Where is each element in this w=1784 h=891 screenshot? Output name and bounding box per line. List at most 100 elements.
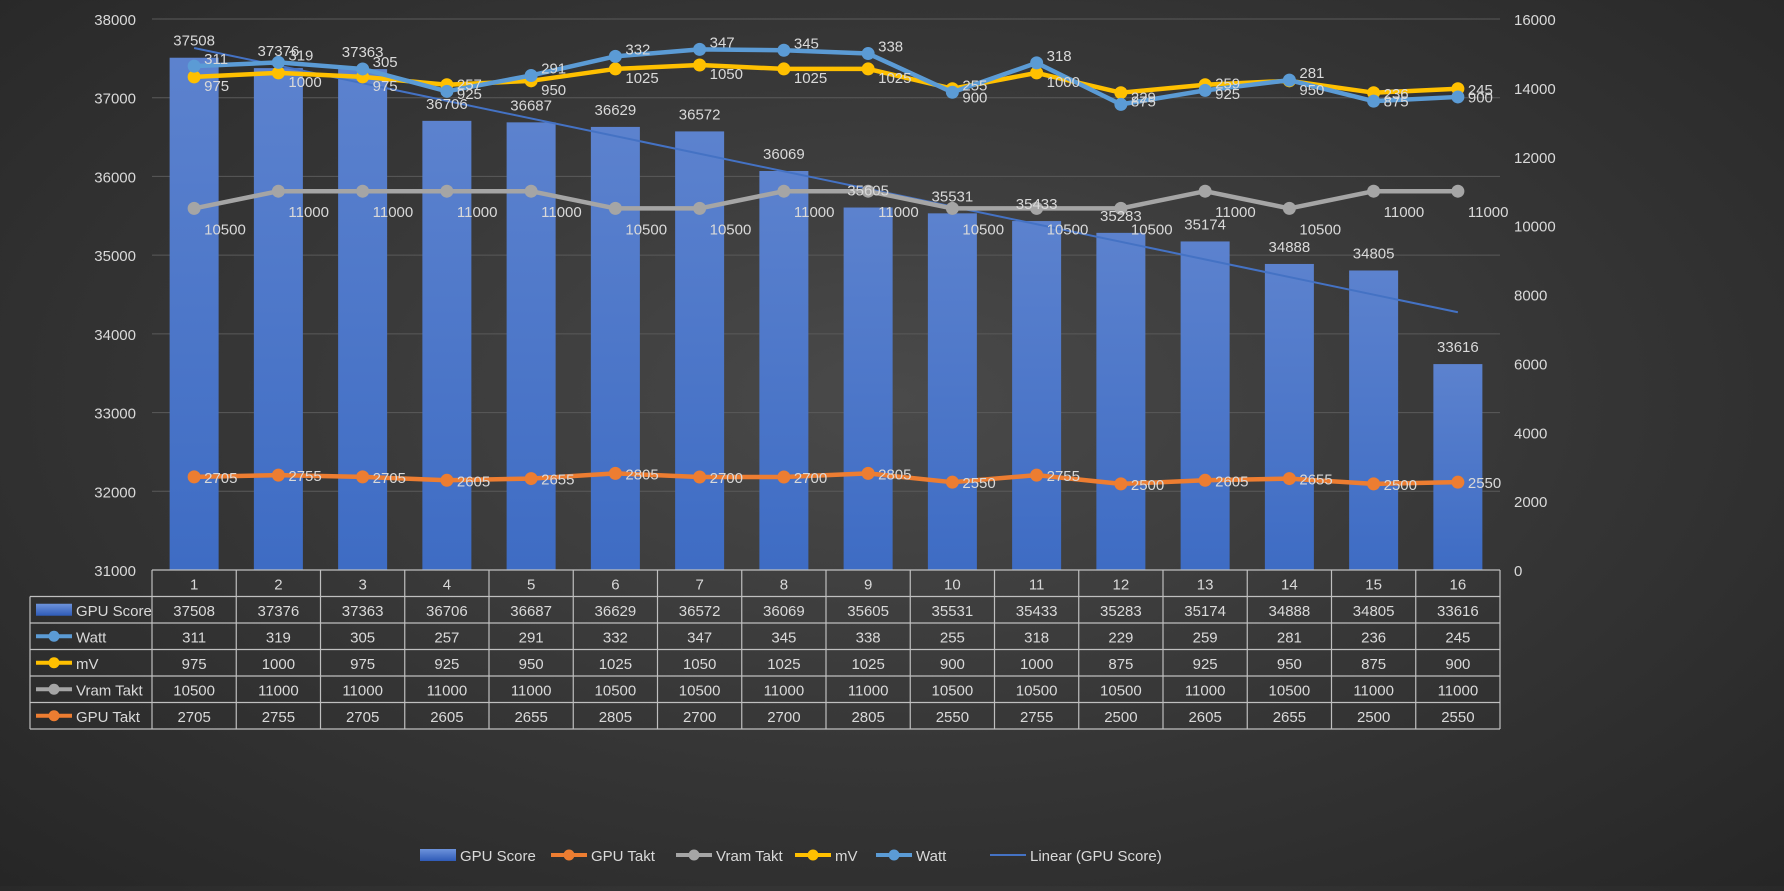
series-marker	[356, 470, 370, 484]
table-cell: 245	[1445, 629, 1470, 646]
series-marker	[1367, 477, 1381, 491]
legend-key-marker	[807, 849, 819, 861]
y-left-tick-label: 34000	[94, 327, 136, 344]
bar	[1349, 270, 1399, 570]
table-cell: 1000	[1020, 656, 1053, 673]
x-tick-label: 15	[1365, 576, 1382, 593]
line-data-label: 11000	[457, 204, 498, 221]
y-right-tick-label: 4000	[1514, 425, 1547, 442]
line-data-label: 11000	[288, 204, 329, 221]
line-data-label: 900	[1468, 90, 1493, 107]
series-line	[193, 188, 1458, 211]
table-cell: 10500	[1100, 682, 1142, 699]
bar	[759, 170, 809, 570]
table-cell: 35531	[932, 603, 974, 620]
table-cell: 1025	[851, 656, 884, 673]
series-marker	[777, 184, 791, 198]
series-marker	[1114, 201, 1128, 215]
y-left-tick-label: 32000	[94, 484, 136, 501]
series-marker	[861, 184, 875, 198]
table-cell: 975	[182, 656, 207, 673]
line-data-label: 347	[710, 34, 735, 51]
bar-data-label: 37508	[173, 33, 215, 50]
table-key-bar	[36, 603, 72, 616]
bar-data-label: 34888	[1269, 239, 1311, 256]
line-data-label: 1000	[288, 74, 321, 91]
line-data-label: 2605	[457, 473, 490, 490]
table-cell: 34805	[1353, 603, 1395, 620]
series-marker	[1198, 83, 1212, 97]
line-data-label: 11000	[1468, 204, 1509, 221]
series-marker	[187, 201, 201, 215]
table-cell: 10500	[595, 682, 637, 699]
series-marker	[777, 470, 791, 484]
x-tick-label: 6	[611, 576, 619, 593]
line-data-label: 950	[1299, 82, 1324, 99]
table-cell: 2705	[346, 709, 379, 726]
bar	[169, 57, 219, 571]
x-tick-label: 8	[780, 576, 788, 593]
table-key-marker	[48, 630, 60, 642]
y-right-tick-label: 8000	[1514, 288, 1547, 305]
table-cell: 10500	[1016, 682, 1058, 699]
line-data-label: 236	[1384, 86, 1409, 103]
table-cell: 311	[182, 629, 206, 646]
x-tick-label: 3	[358, 576, 366, 593]
table-cell: 875	[1361, 656, 1386, 673]
bar	[338, 69, 388, 571]
x-tick-label: 4	[443, 576, 451, 593]
table-cell: 305	[350, 629, 375, 646]
y-left-tick-label: 37000	[94, 91, 136, 108]
series-marker	[1282, 472, 1296, 486]
table-cell: 36706	[426, 603, 468, 620]
line-data-label: 900	[962, 90, 987, 107]
table-cell: 281	[1277, 629, 1302, 646]
legend-label: GPU Score	[460, 848, 536, 865]
series-marker	[187, 470, 201, 484]
series-marker	[1198, 184, 1212, 198]
legend-key-marker	[688, 849, 700, 861]
table-cell: 33616	[1437, 603, 1479, 620]
legend-key-marker	[888, 849, 900, 861]
series-marker	[945, 85, 959, 99]
series-marker	[693, 58, 707, 72]
series-marker	[1114, 86, 1128, 100]
series-marker	[777, 62, 791, 76]
bar-data-label: 35605	[847, 183, 889, 200]
legend-key-marker	[563, 849, 575, 861]
bar-data-label: 35283	[1100, 208, 1142, 225]
bar-data-label: 35433	[1016, 196, 1058, 213]
series-marker	[1030, 201, 1044, 215]
line-series	[187, 42, 1465, 491]
table-cell: 35174	[1184, 603, 1226, 620]
table-key-marker	[48, 657, 60, 669]
table-key-marker	[48, 683, 60, 695]
line-data-label: 975	[373, 78, 398, 95]
table-cell: 11000	[258, 682, 299, 699]
line-data-label: 332	[625, 41, 650, 58]
table-cell: 37508	[173, 603, 215, 620]
x-tick-label: 10	[944, 576, 961, 593]
series-marker	[1451, 90, 1465, 104]
line-data-label: 1025	[794, 70, 827, 87]
table-row-header: Watt	[76, 629, 107, 646]
table-cell: 2755	[1020, 709, 1053, 726]
series-marker	[693, 42, 707, 56]
table-cell: 236	[1361, 629, 1386, 646]
x-tick-label: 11	[1029, 576, 1045, 593]
table-row-header: GPU Score	[76, 603, 152, 620]
table-cell: 2550	[936, 709, 969, 726]
bar-data-label: 36706	[426, 96, 468, 113]
legend-label: GPU Takt	[591, 848, 656, 865]
table-cell: 950	[1277, 656, 1302, 673]
table-cell: 347	[687, 629, 712, 646]
bar-data-label: 37376	[258, 43, 300, 60]
line-data-label: 2705	[373, 470, 406, 487]
table-cell: 1025	[599, 656, 632, 673]
series-marker	[524, 68, 538, 82]
table-cell: 900	[940, 656, 965, 673]
table-cell: 10500	[679, 682, 721, 699]
line-data-label: 950	[541, 82, 566, 99]
